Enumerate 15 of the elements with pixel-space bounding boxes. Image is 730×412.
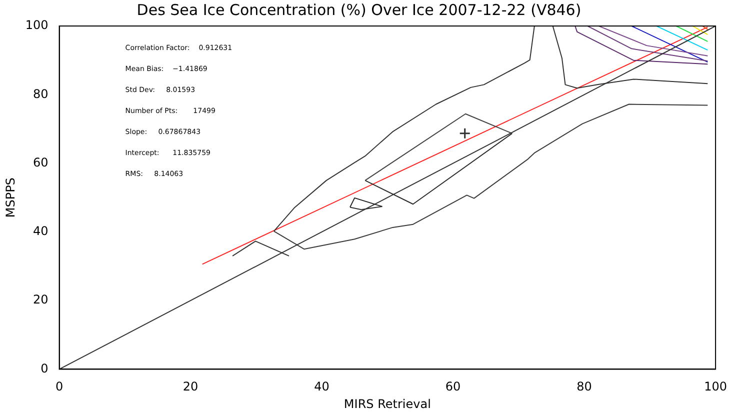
x-tick-label: 60 xyxy=(445,380,461,394)
y-tick-label: 20 xyxy=(33,292,48,307)
x-tick-label: 100 xyxy=(704,380,727,394)
y-tick-label: 80 xyxy=(33,86,48,101)
x-axis-title: MIRS Retrieval xyxy=(344,396,431,411)
y-tick-label: 100 xyxy=(25,18,48,32)
chart-title: Des Sea Ice Concentration (%) Over Ice 2007-12-22 (V846) xyxy=(136,0,582,19)
y-axis-title: MSPPS xyxy=(3,178,18,218)
y-tick-label: 60 xyxy=(33,155,48,170)
y-tick-label: 0 xyxy=(40,361,48,376)
x-tick-label: 20 xyxy=(182,380,198,394)
x-tick-label: 0 xyxy=(55,380,64,394)
x-tick-label: 40 xyxy=(314,380,330,394)
y-tick-label: 40 xyxy=(33,224,48,238)
x-tick-label: 80 xyxy=(576,380,592,394)
